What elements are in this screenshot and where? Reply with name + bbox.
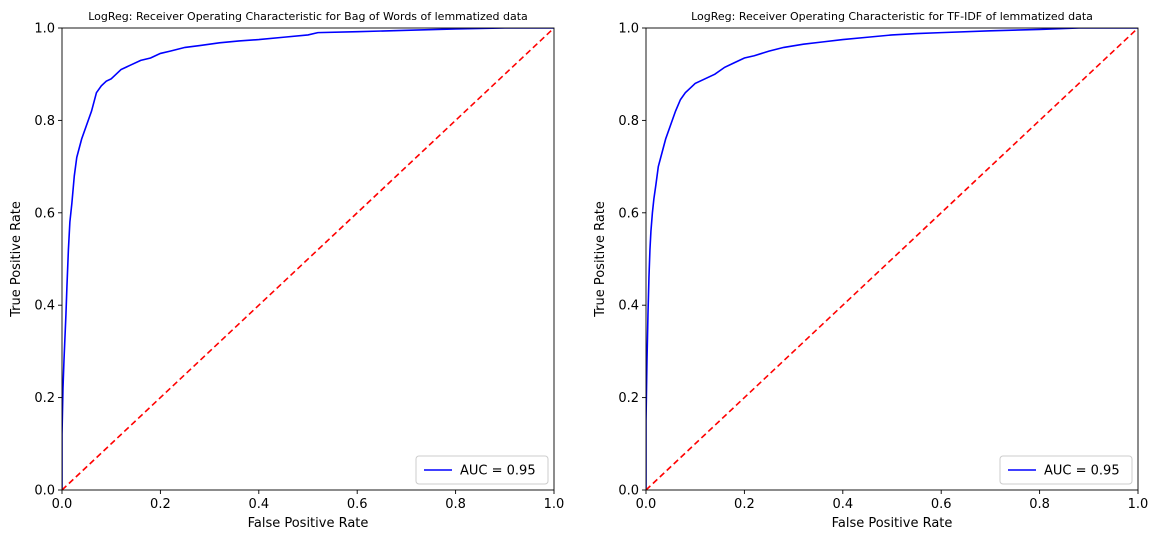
x-tick-label: 0.8 <box>445 497 466 512</box>
legend-box <box>415 455 549 485</box>
legend-entry-label: AUC = 0.95 <box>460 464 536 479</box>
x-tick-label: 0.8 <box>1029 497 1050 512</box>
legend-box <box>999 455 1133 485</box>
plot-frame <box>61 27 555 491</box>
chance-diagonal-line <box>646 28 1138 490</box>
y-tick-label: 0.8 <box>618 114 639 129</box>
x-tick-label: 0.6 <box>347 497 368 512</box>
x-tick-label: 0.0 <box>52 497 73 512</box>
roc-chart-tf-idf: LogReg: Receiver Operating Characteristi… <box>593 10 1149 531</box>
y-tick-label: 0.2 <box>618 391 639 406</box>
chart-title: LogReg: Receiver Operating Characteristi… <box>88 10 528 23</box>
x-tick-label: 0.0 <box>636 497 657 512</box>
x-tick-label: 0.6 <box>931 497 952 512</box>
x-tick-label: 0.4 <box>832 497 853 512</box>
x-tick-label: 1.0 <box>544 497 565 512</box>
y-tick-label: 1.0 <box>34 22 55 37</box>
y-tick-label: 0.2 <box>34 391 55 406</box>
legend: AUC = 0.95 <box>999 455 1133 485</box>
chance-diagonal-line <box>62 28 554 490</box>
plot-frame <box>645 27 1139 491</box>
x-axis-label: False Positive Rate <box>248 516 369 531</box>
x-tick-label: 1.0 <box>1128 497 1149 512</box>
y-tick-label: 0.0 <box>34 484 55 499</box>
legend-entry-label: AUC = 0.95 <box>1044 464 1120 479</box>
y-tick-label: 0.6 <box>34 206 55 221</box>
y-axis-label: True Positive Rate <box>9 201 24 318</box>
roc-chart-bag-of-words: LogReg: Receiver Operating Characteristi… <box>9 10 565 531</box>
y-tick-label: 0.4 <box>34 299 55 314</box>
chart-title: LogReg: Receiver Operating Characteristi… <box>691 10 1093 23</box>
y-tick-label: 0.4 <box>618 299 639 314</box>
x-tick-label: 0.2 <box>734 497 755 512</box>
x-tick-label: 0.2 <box>150 497 171 512</box>
roc-curve-line <box>62 28 554 490</box>
roc-curve-line <box>646 28 1138 490</box>
x-axis-label: False Positive Rate <box>832 516 953 531</box>
y-tick-label: 1.0 <box>618 22 639 37</box>
y-tick-label: 0.0 <box>618 484 639 499</box>
y-axis-label: True Positive Rate <box>593 201 608 318</box>
x-tick-label: 0.4 <box>248 497 269 512</box>
y-tick-label: 0.8 <box>34 114 55 129</box>
legend: AUC = 0.95 <box>415 455 549 485</box>
y-tick-label: 0.6 <box>618 206 639 221</box>
